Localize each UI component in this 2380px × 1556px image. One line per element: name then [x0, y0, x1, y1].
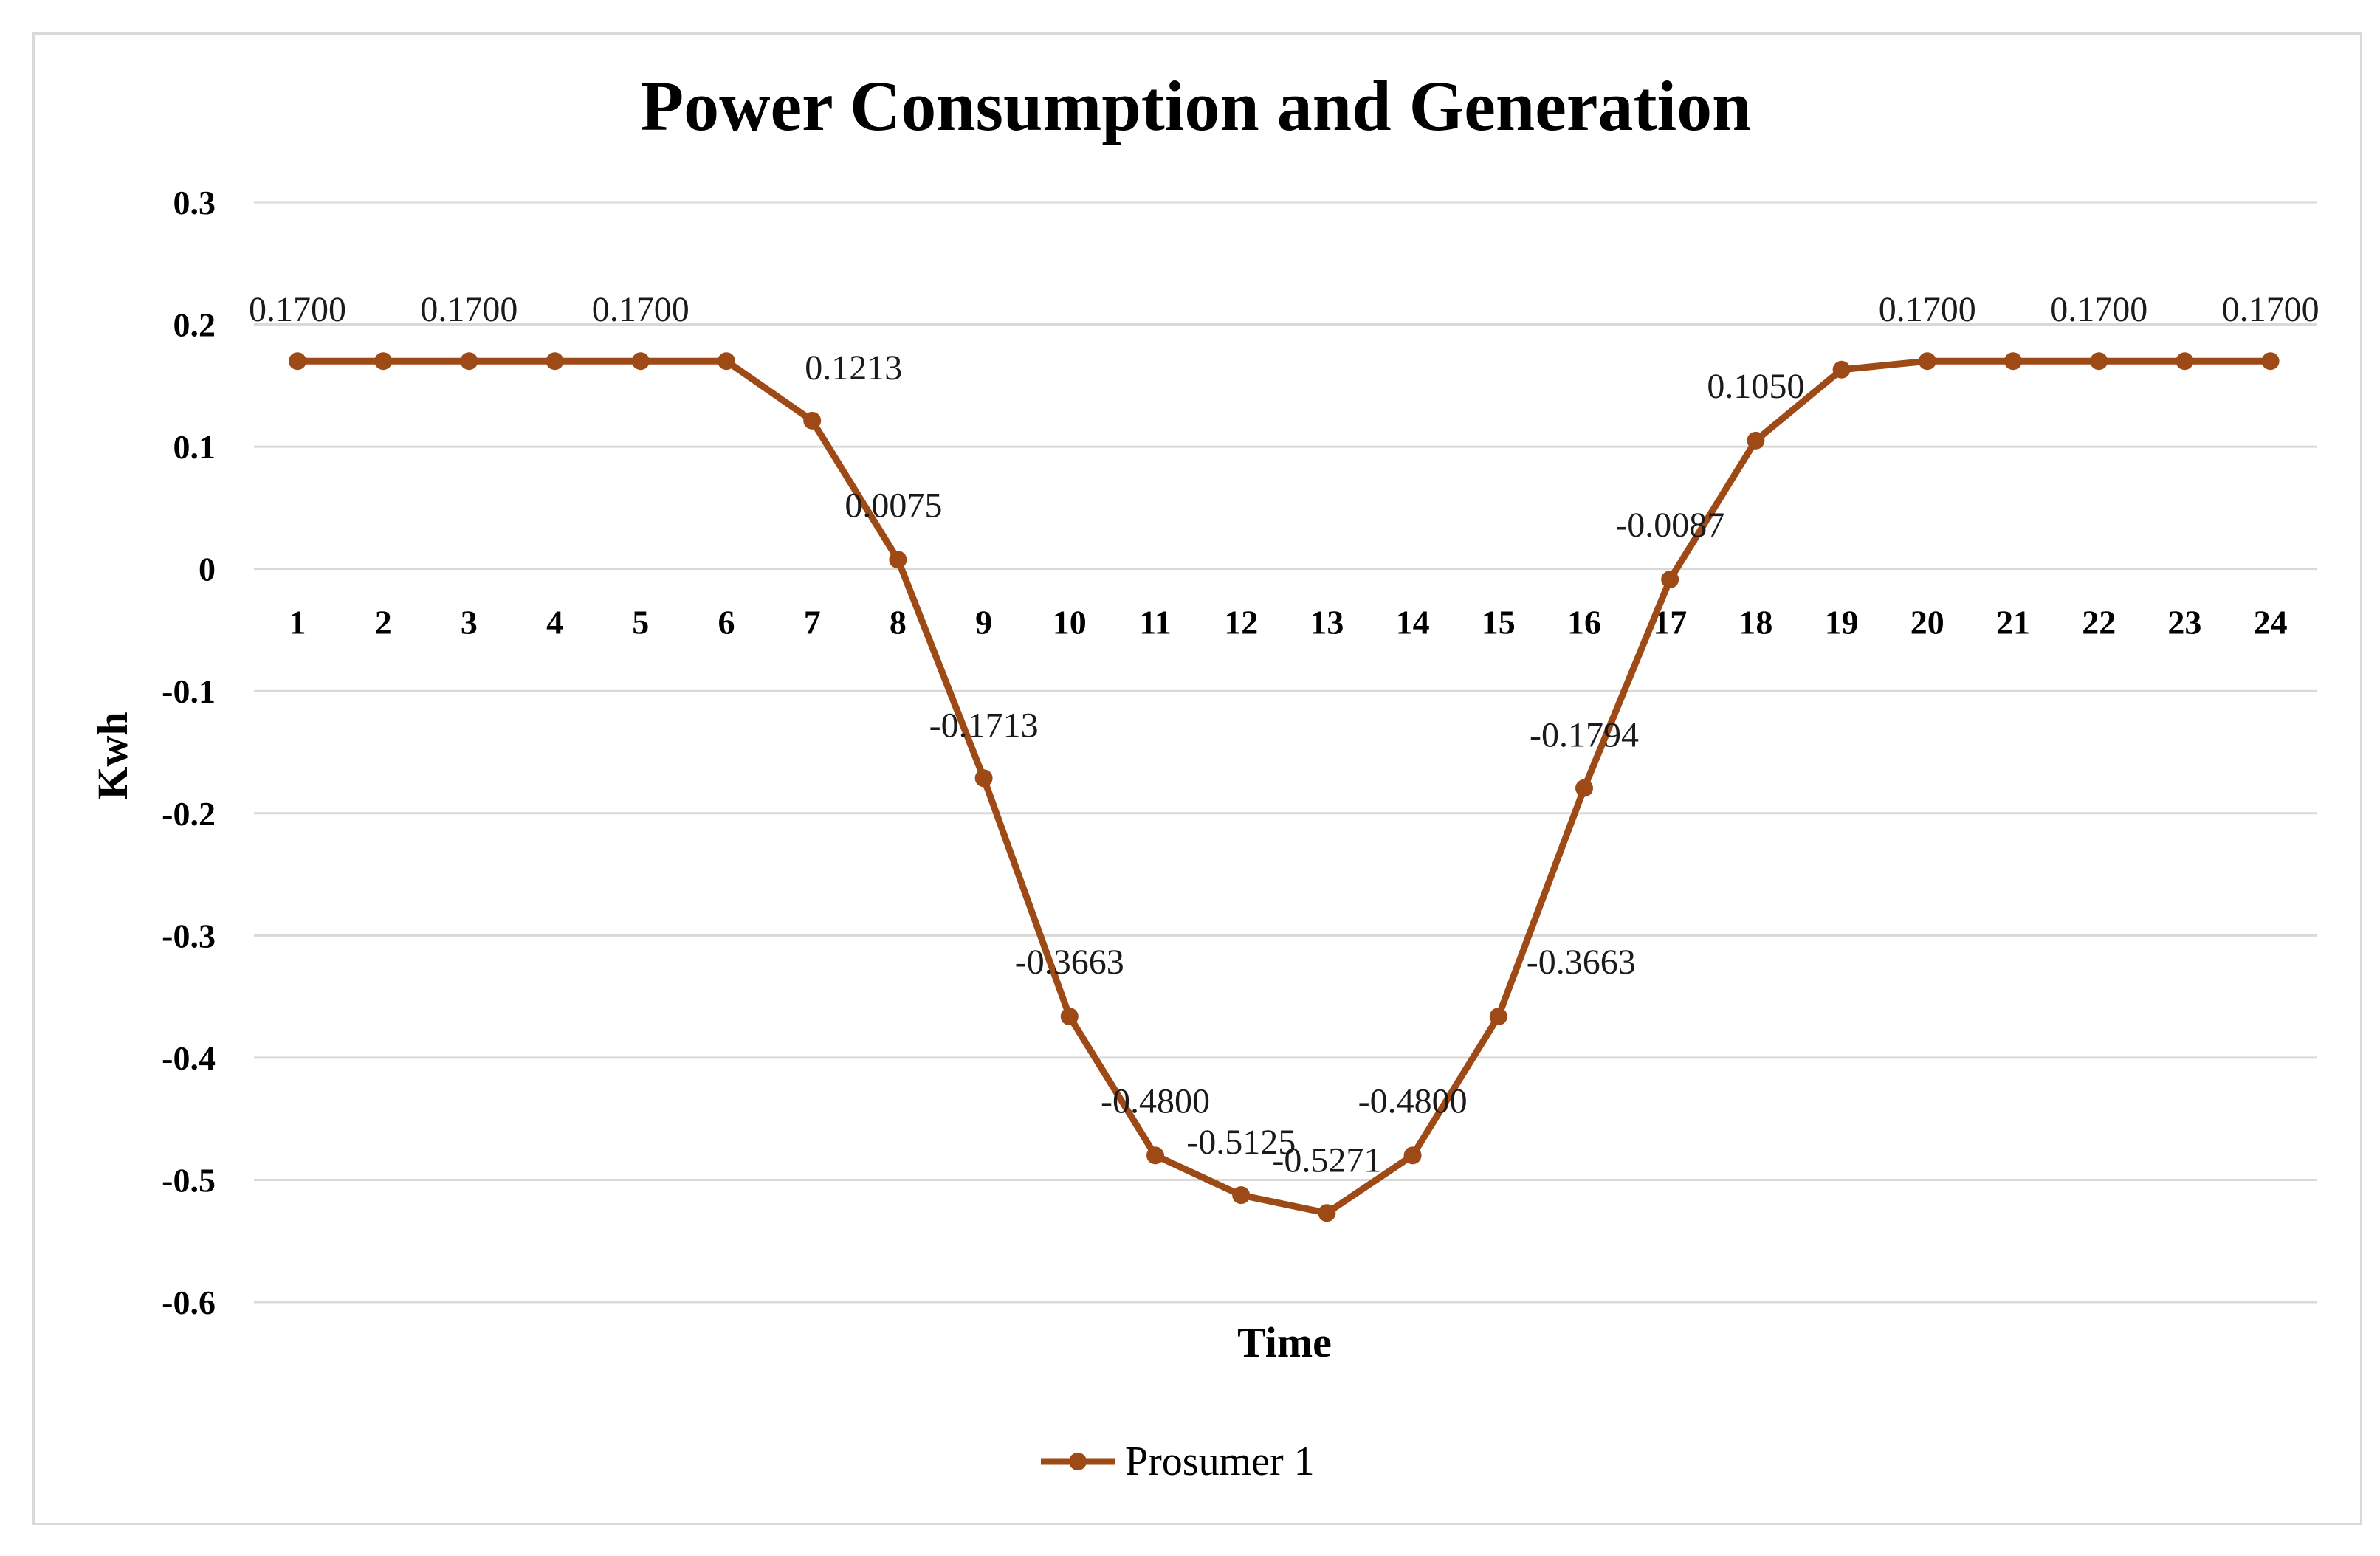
- x-tick-label: 9: [975, 604, 992, 641]
- x-tick-label: 18: [1738, 604, 1772, 641]
- data-label: 0.1700: [1879, 290, 1976, 329]
- data-point: [718, 352, 735, 371]
- data-point: [2090, 352, 2108, 371]
- data-label: 0.1700: [249, 290, 346, 329]
- data-label: 0.1700: [592, 290, 689, 329]
- x-tick-label: 8: [890, 604, 907, 641]
- data-point: [1575, 779, 1593, 797]
- legend-marker: [1069, 1453, 1087, 1470]
- x-tick-label: 24: [2254, 604, 2288, 641]
- data-point: [803, 411, 822, 430]
- data-label: 0.1213: [805, 348, 902, 388]
- data-label: 0.0075: [845, 486, 942, 525]
- x-tick-label: 16: [1567, 604, 1601, 641]
- x-tick-label: 19: [1825, 604, 1859, 641]
- y-tick-label: 0.3: [173, 184, 216, 221]
- data-label: 0.1700: [2050, 290, 2147, 329]
- data-point: [1661, 571, 1679, 589]
- x-tick-label: 23: [2167, 604, 2201, 641]
- data-point: [374, 352, 393, 371]
- x-tick-label: 2: [375, 604, 392, 641]
- data-point: [2261, 352, 2280, 371]
- x-tick-label: 15: [1482, 604, 1516, 641]
- x-tick-label: 1: [289, 604, 306, 641]
- series-line: [294, 357, 2274, 1216]
- x-tick-label: 14: [1396, 604, 1430, 641]
- data-label: -0.0087: [1615, 506, 1724, 545]
- legend-entry-prosumer-1: Prosumer 1: [1125, 1439, 1315, 1484]
- data-label: 0.1700: [420, 290, 517, 329]
- x-tick-label: 6: [718, 604, 735, 641]
- gridlines: [254, 201, 2317, 1304]
- data-point: [1232, 1186, 1251, 1205]
- x-tick-label: 12: [1224, 604, 1258, 641]
- x-tick-label: 4: [546, 604, 563, 641]
- data-point: [974, 769, 993, 788]
- x-tick-label: 20: [1910, 604, 1944, 641]
- data-point: [1918, 352, 1936, 371]
- chart-title: Power Consumption and Generation: [640, 66, 1751, 145]
- x-tick-label: 21: [1996, 604, 2030, 641]
- data-point: [460, 352, 478, 371]
- data-point: [1318, 1204, 1336, 1222]
- y-axis-ticks: 0.3 0.2 0.1 0 -0.1 -0.2 -0.3 -0.4 -0.5 -0.6: [162, 184, 216, 1321]
- data-labels: 0.1700 0.1700 0.1700 0.1213 0.0075 -0.1713 -0.…: [249, 290, 2319, 1180]
- x-tick-label: 10: [1053, 604, 1087, 641]
- series-prosumer-1: [289, 352, 2280, 1222]
- x-tick-label: 22: [2082, 604, 2116, 641]
- x-tick-label: 3: [461, 604, 478, 641]
- x-tick-label: 13: [1310, 604, 1344, 641]
- data-point: [546, 352, 564, 371]
- data-point: [2176, 352, 2194, 371]
- data-label: 0.1050: [1707, 367, 1804, 406]
- data-point: [1060, 1008, 1079, 1026]
- y-tick-label: -0.4: [162, 1039, 216, 1077]
- x-tick-label: 7: [804, 604, 821, 641]
- data-point: [1489, 1008, 1507, 1026]
- data-label: -0.3663: [1527, 943, 1636, 982]
- y-tick-label: 0.2: [173, 306, 216, 344]
- x-tick-label: 11: [1139, 604, 1171, 641]
- data-label: -0.4800: [1101, 1081, 1210, 1120]
- data-label: -0.5271: [1272, 1140, 1381, 1180]
- data-point: [1146, 1146, 1164, 1165]
- y-tick-label: 0.1: [173, 428, 216, 466]
- data-label: 0.1700: [2222, 290, 2319, 329]
- data-label: -0.4800: [1358, 1081, 1468, 1120]
- x-axis-label: Time: [1237, 1318, 1332, 1366]
- data-point: [1832, 360, 1851, 379]
- y-tick-label: -0.6: [162, 1284, 216, 1321]
- y-tick-label: 0: [199, 551, 216, 588]
- x-tick-label: 5: [632, 604, 649, 641]
- y-tick-label: -0.3: [162, 917, 216, 954]
- data-label: -0.3663: [1015, 943, 1124, 982]
- data-point: [2004, 352, 2022, 371]
- data-point: [889, 551, 907, 569]
- chart-frame: [32, 32, 2362, 1525]
- data-point: [1403, 1146, 1422, 1165]
- data-point: [289, 352, 306, 371]
- data-point: [631, 352, 650, 371]
- data-point: [1747, 431, 1765, 450]
- y-tick-label: -0.1: [162, 672, 216, 710]
- y-tick-label: -0.2: [162, 795, 216, 833]
- data-label: -0.5125: [1186, 1123, 1296, 1162]
- y-axis-label: Kwh: [89, 712, 137, 799]
- x-axis-ticks: 1 2 3 4 5 6 7 8 9 10 11 12 13 14 15 16 17 18 19 20 21 22 23 24: [289, 604, 2288, 641]
- y-tick-label: -0.5: [162, 1161, 216, 1199]
- data-label: -0.1794: [1530, 716, 1639, 755]
- legend[interactable]: Prosumer 1: [1041, 1439, 1315, 1484]
- data-label: -0.1713: [929, 706, 1039, 745]
